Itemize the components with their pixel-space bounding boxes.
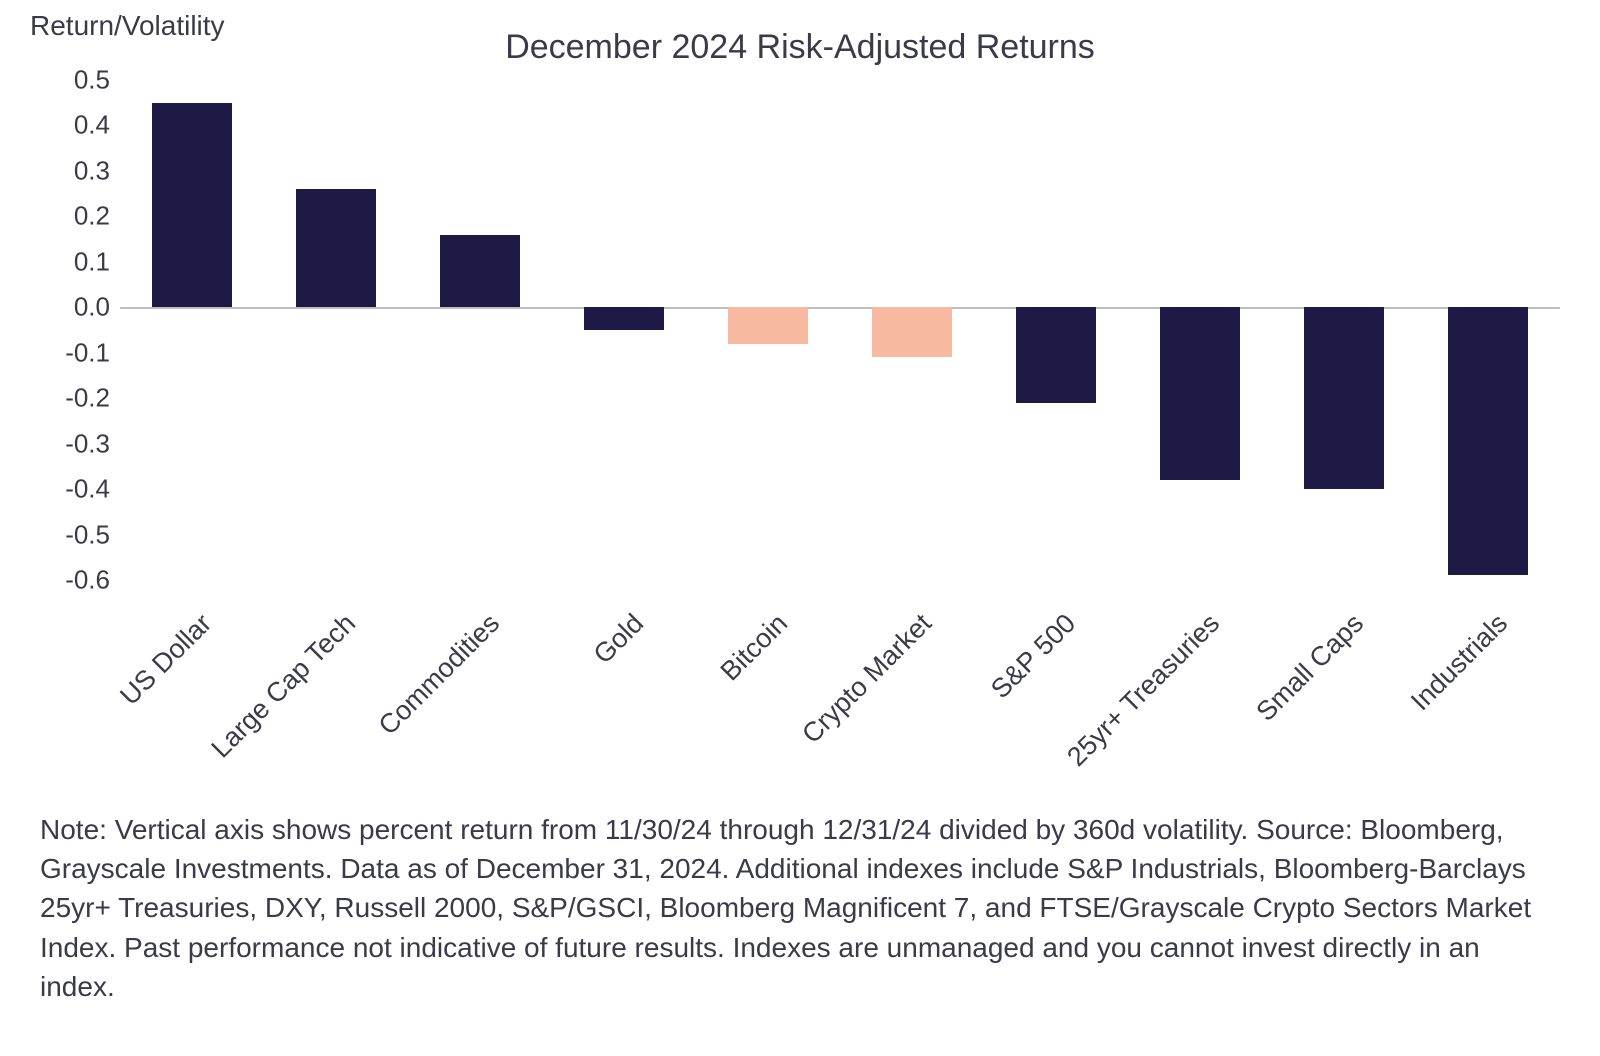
x-axis-label: Gold bbox=[588, 608, 650, 670]
x-axis-label: Industrials bbox=[1405, 608, 1514, 717]
x-axis-label: 25yr+ Treasuries bbox=[1061, 608, 1226, 773]
bar bbox=[872, 307, 951, 357]
y-tick-label: 0.1 bbox=[30, 246, 110, 277]
x-axis-label: US Dollar bbox=[114, 608, 218, 712]
y-tick-label: -0.4 bbox=[30, 474, 110, 505]
y-tick-label: 0.0 bbox=[30, 292, 110, 323]
y-tick-label: 0.3 bbox=[30, 155, 110, 186]
y-tick-label: -0.2 bbox=[30, 383, 110, 414]
y-tick-label: 0.5 bbox=[30, 65, 110, 96]
x-axis-label: Crypto Market bbox=[796, 608, 938, 750]
bar bbox=[296, 189, 375, 307]
bar bbox=[440, 235, 519, 308]
x-axis-label: Bitcoin bbox=[715, 608, 794, 687]
x-axis-label: Commodities bbox=[373, 608, 506, 741]
x-axis-label: Small Caps bbox=[1250, 608, 1370, 728]
x-axis-label: S&P 500 bbox=[985, 608, 1082, 705]
x-axis-label: Large Cap Tech bbox=[206, 608, 362, 764]
bar bbox=[584, 307, 663, 330]
y-tick-label: -0.6 bbox=[30, 565, 110, 596]
y-tick-label: -0.1 bbox=[30, 337, 110, 368]
chart-title: December 2024 Risk-Adjusted Returns bbox=[0, 28, 1600, 67]
bar bbox=[1016, 307, 1095, 402]
bar bbox=[728, 307, 807, 343]
chart-footnote: Note: Vertical axis shows percent return… bbox=[40, 810, 1540, 1006]
plot-area bbox=[120, 80, 1560, 580]
bar bbox=[1304, 307, 1383, 489]
y-tick-label: -0.3 bbox=[30, 428, 110, 459]
y-tick-label: -0.5 bbox=[30, 519, 110, 550]
risk-adjusted-returns-chart: Return/Volatility December 2024 Risk-Adj… bbox=[0, 0, 1600, 1056]
bar bbox=[1160, 307, 1239, 480]
y-tick-label: 0.2 bbox=[30, 201, 110, 232]
bar bbox=[152, 103, 231, 308]
y-tick-label: 0.4 bbox=[30, 110, 110, 141]
bar bbox=[1448, 307, 1527, 575]
